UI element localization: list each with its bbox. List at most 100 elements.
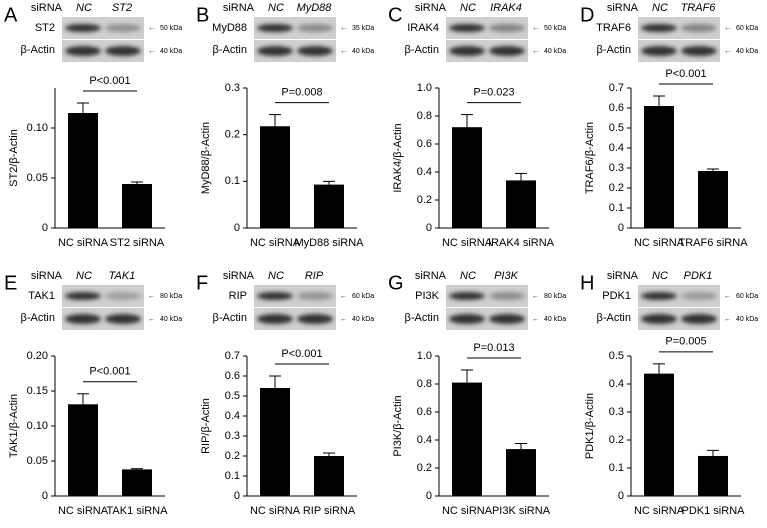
arrow: ← <box>148 316 155 323</box>
y-tick-label: 0.15 <box>27 385 48 397</box>
control-label: NC <box>76 2 92 14</box>
protein-label: IRAK4 <box>407 22 439 34</box>
y-tick-label: 0 <box>618 222 624 234</box>
y-tick-label: 0.1 <box>225 470 240 482</box>
p-value: P=0.008 <box>281 87 322 99</box>
bar <box>260 388 290 496</box>
band <box>257 292 293 300</box>
protein-label: RIP <box>229 290 247 302</box>
y-tick-label: 0 <box>618 490 624 502</box>
panel-letter: G <box>388 272 404 294</box>
protein-label: PDK1 <box>602 290 631 302</box>
panel-letter: E <box>4 272 17 294</box>
x-tick-label: NC siRNA <box>442 505 493 517</box>
arrow: ← <box>532 25 539 32</box>
target-label: RIP <box>305 270 324 282</box>
kda-label: 60 kDa <box>736 293 758 300</box>
y-tick-label: 0 <box>234 490 240 502</box>
band <box>65 292 101 300</box>
blot-actin <box>446 308 528 330</box>
x-tick-label: ST2 siRNA <box>110 237 165 249</box>
y-tick-label: 0 <box>426 490 432 502</box>
blot-actin <box>638 308 720 330</box>
y-tick-label: 0 <box>42 222 48 234</box>
blot-actin <box>254 308 336 330</box>
arrow: ← <box>340 293 347 300</box>
band <box>641 46 677 56</box>
y-tick-label: 0.6 <box>417 406 432 418</box>
y-tick-label: 0.2 <box>417 462 432 474</box>
arrow: ← <box>340 48 347 55</box>
band <box>489 24 525 32</box>
x-tick-label: TAK1 siRNA <box>107 505 169 517</box>
band <box>65 46 101 56</box>
sirna-label: siRNA <box>31 2 63 14</box>
y-tick-label: 0.05 <box>27 455 48 467</box>
band <box>449 314 485 324</box>
blot-protein <box>254 17 336 39</box>
panel-letter: B <box>196 4 209 26</box>
band <box>641 292 677 300</box>
arrow: ← <box>148 293 155 300</box>
sirna-label: siRNA <box>223 270 255 282</box>
y-tick-label: 0.8 <box>417 110 432 122</box>
band <box>681 314 717 324</box>
arrow: ← <box>340 25 347 32</box>
actin-label: β-Actin <box>597 44 631 56</box>
target-label: PI3K <box>494 270 519 282</box>
sirna-label: siRNA <box>607 2 639 14</box>
y-tick-label: 0.05 <box>27 172 48 184</box>
band <box>641 24 677 32</box>
band <box>641 314 677 324</box>
y-tick-label: 0 <box>234 222 240 234</box>
p-value: P=0.013 <box>473 342 514 354</box>
bar <box>698 455 728 496</box>
bar <box>68 113 98 228</box>
y-tick-label: 0 <box>42 490 48 502</box>
band <box>297 292 333 300</box>
y-tick-label: 0.2 <box>609 434 624 446</box>
bar <box>698 171 728 228</box>
band <box>449 24 485 32</box>
band <box>257 46 293 56</box>
arrow: ← <box>532 293 539 300</box>
target-label: MyD88 <box>297 2 333 14</box>
blot-actin <box>62 40 144 62</box>
kda-label: 40 kDa <box>160 48 182 55</box>
kda-label: 40 kDa <box>544 316 566 323</box>
band <box>489 46 525 56</box>
y-tick-label: 0.3 <box>225 82 240 94</box>
y-tick-label: 0.4 <box>225 410 240 422</box>
x-tick-label: NC siRNA <box>442 237 493 249</box>
x-tick-label: IRAK4 siRNA <box>488 237 555 249</box>
y-tick-label: 0.1 <box>609 202 624 214</box>
y-tick-label: 0.4 <box>609 378 624 390</box>
band <box>105 24 141 32</box>
blot-actin <box>638 40 720 62</box>
blot-protein <box>638 17 720 39</box>
y-tick-label: 0.4 <box>417 166 432 178</box>
blot-protein <box>62 17 144 39</box>
panel-letter: C <box>388 4 402 26</box>
y-tick-label: 0.1 <box>609 462 624 474</box>
p-value: P<0.001 <box>89 75 130 87</box>
blot-protein <box>446 285 528 307</box>
bar <box>68 404 98 496</box>
x-tick-label: RIP siRNA <box>303 505 356 517</box>
y-axis-label: TAK1/β-Actin <box>8 394 20 458</box>
panel-letter: A <box>4 4 18 26</box>
y-axis-label: TRAF6/β-Actin <box>584 122 596 194</box>
y-tick-label: 0.6 <box>609 102 624 114</box>
x-tick-label: NC siRNA <box>634 237 685 249</box>
actin-label: β-Actin <box>213 44 247 56</box>
arrow: ← <box>724 25 731 32</box>
y-tick-label: 0 <box>426 222 432 234</box>
y-tick-label: 0.3 <box>609 162 624 174</box>
bar <box>122 184 152 228</box>
band <box>681 46 717 56</box>
band <box>297 314 333 324</box>
band <box>449 292 485 300</box>
y-tick-label: 0.6 <box>417 138 432 150</box>
p-value: P<0.001 <box>281 348 322 360</box>
y-tick-label: 0.4 <box>609 142 624 154</box>
